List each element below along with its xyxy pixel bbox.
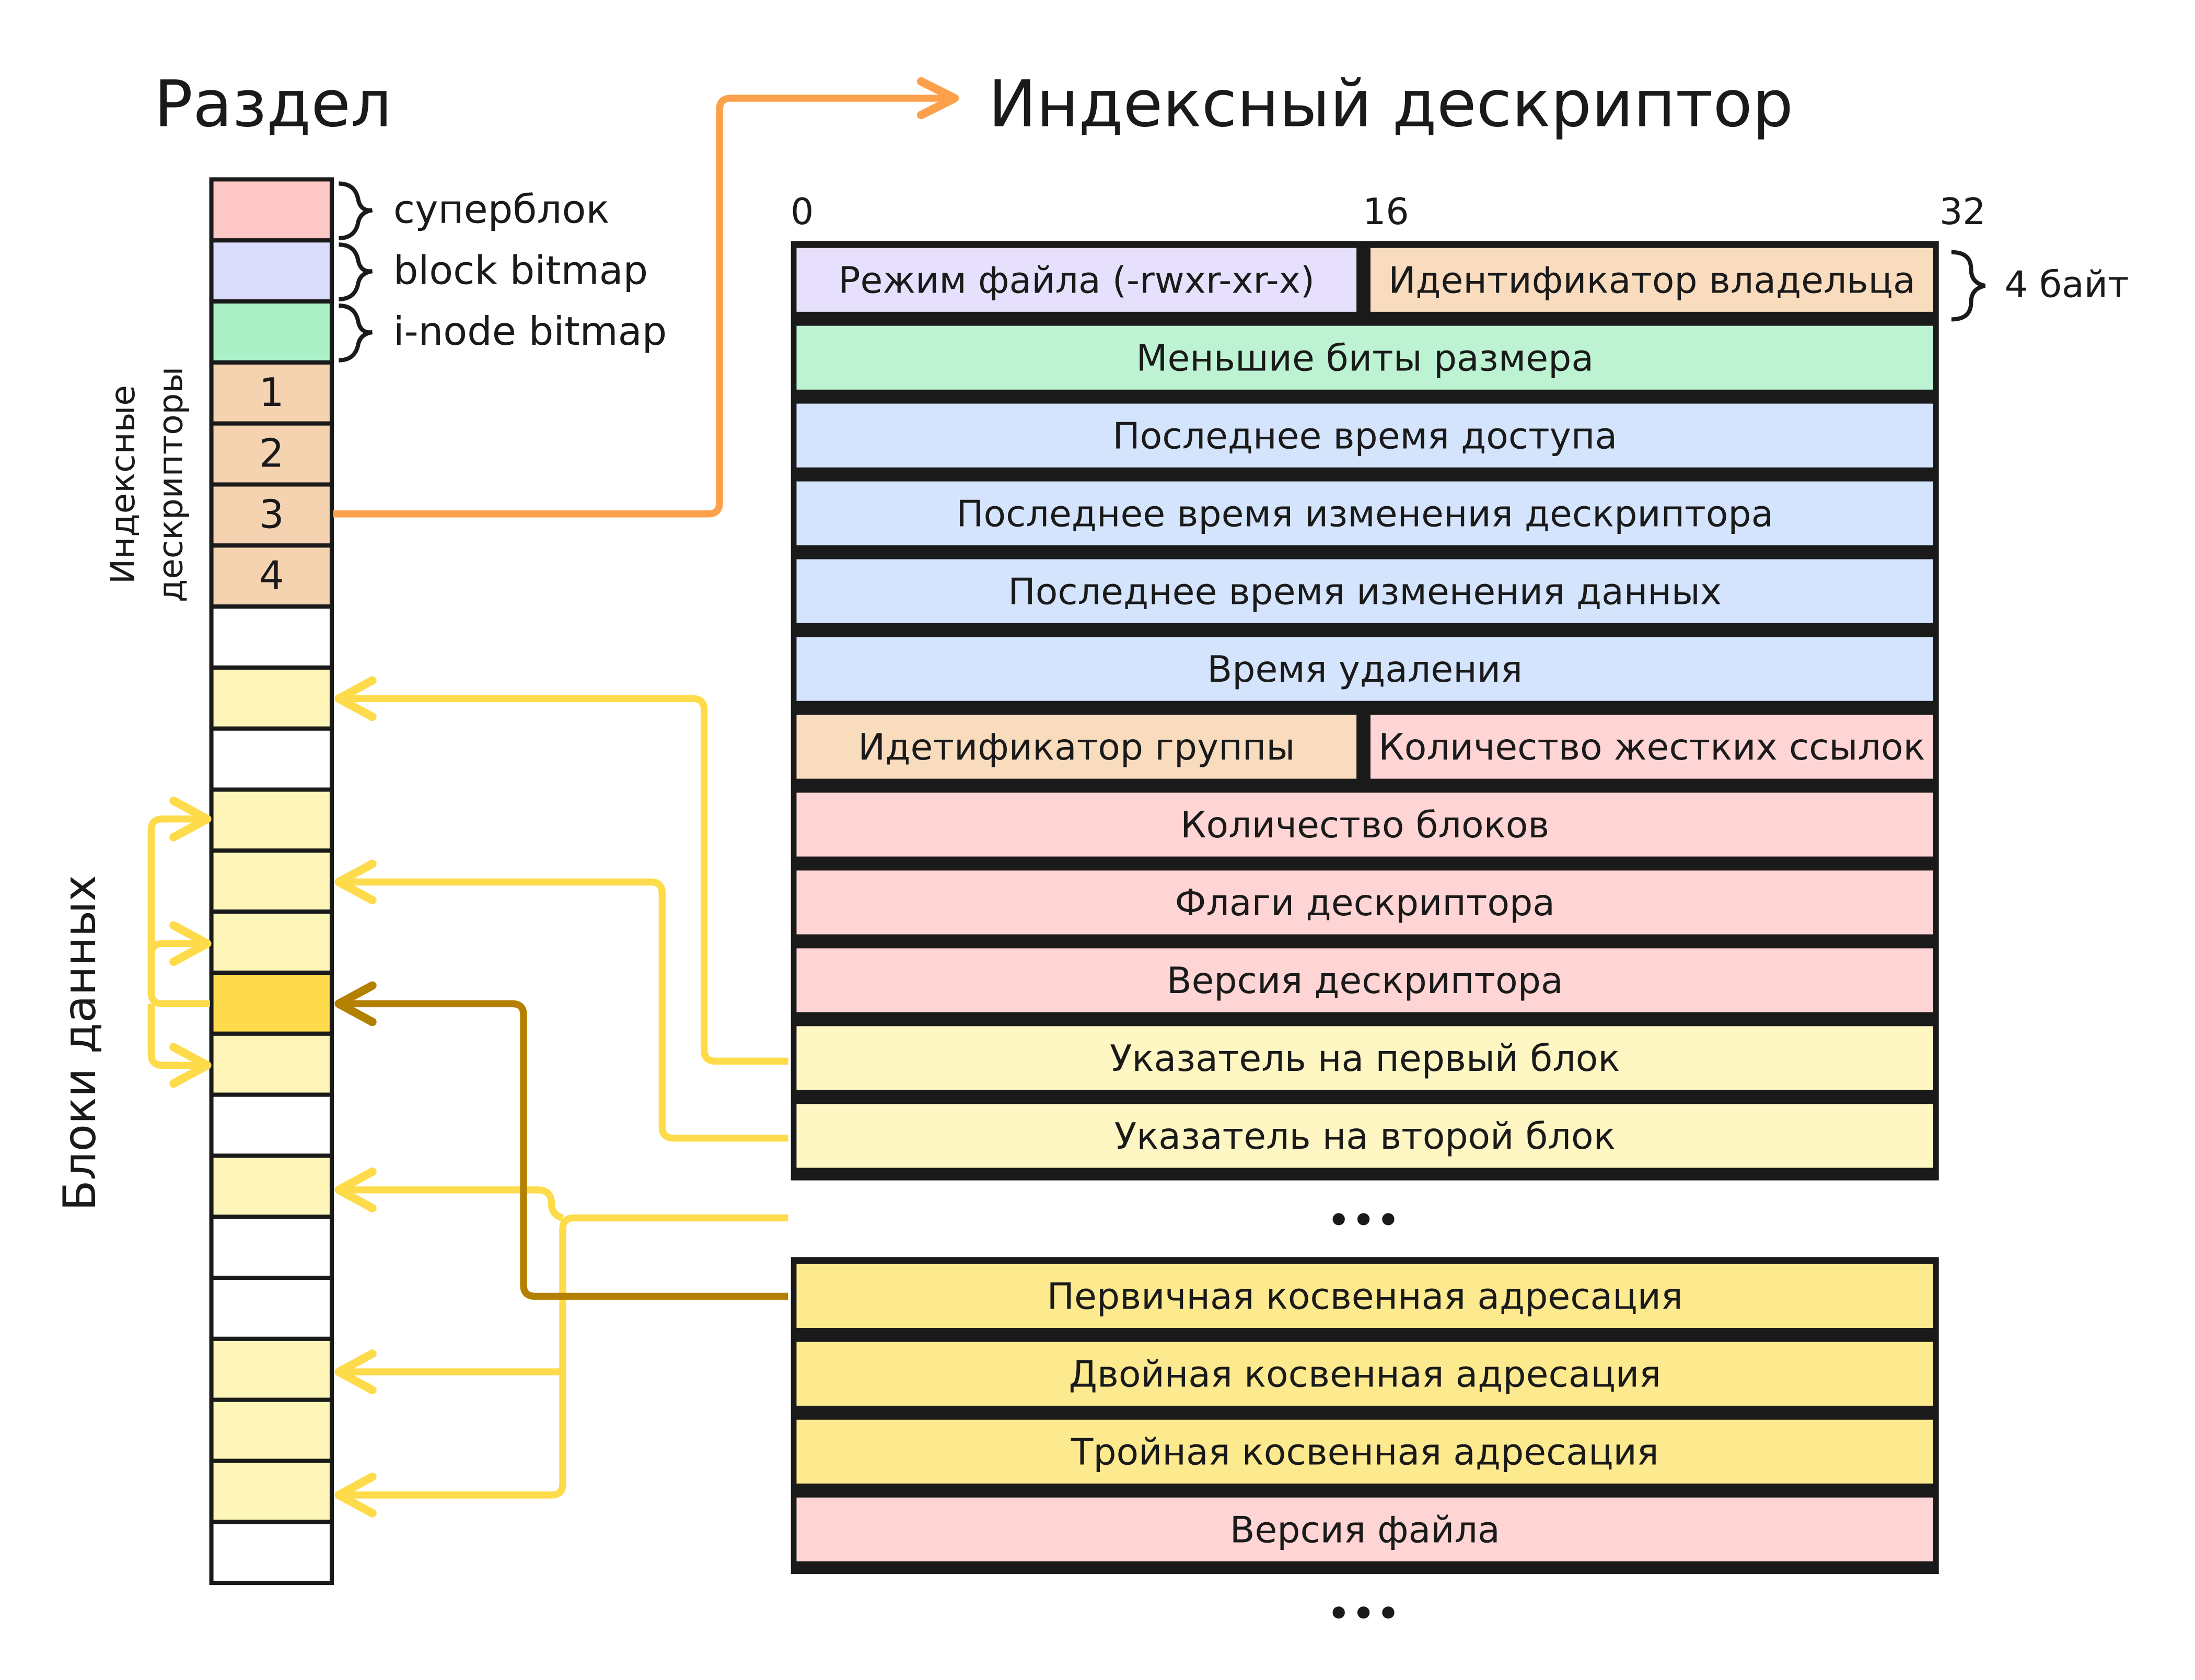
ellipsis-2: ••• — [1326, 1589, 1400, 1638]
arrowhead-icon — [334, 1349, 377, 1394]
inode-field — [796, 1497, 1933, 1561]
inode-field-label: Последнее время изменения дескриптора — [956, 493, 1773, 535]
partition-column: 1 2 3 4 — [209, 177, 334, 1585]
arrowhead-icon — [334, 1167, 377, 1212]
inode-field — [796, 481, 1933, 545]
arrowhead-icon — [334, 981, 377, 1026]
inode-field — [796, 325, 1933, 390]
partition-cell-data — [209, 665, 334, 731]
partition-cell-superblock — [209, 177, 334, 243]
inode-field-label: Тройная косвенная адресация — [1071, 1431, 1659, 1473]
inode-field — [796, 248, 1357, 312]
inode-field — [796, 792, 1933, 857]
inode-field — [796, 1264, 1933, 1328]
inode-table: Режим файла (-rwxr-xr-x) Идентификатор вл… — [791, 241, 1939, 1574]
partition-cell-data — [209, 1031, 334, 1097]
partition-cell-data — [209, 1459, 334, 1524]
arrowhead-icon — [916, 77, 959, 120]
data-blocks-label: Блоки данных — [54, 875, 106, 1211]
inode-field-label: Последнее время изменения данных — [1008, 570, 1722, 613]
inode-number: 2 — [259, 430, 284, 476]
partition-cell-block-bitmap — [209, 238, 334, 304]
arrow-indirect-block — [147, 815, 210, 1069]
arrow-inode-3 — [333, 95, 952, 518]
partition-cell-data — [209, 1397, 334, 1463]
inode-field — [796, 1104, 1933, 1168]
arrowhead-icon — [169, 921, 212, 966]
inode-field — [1370, 248, 1933, 312]
inode-number: 1 — [259, 369, 284, 415]
arrow-first-block — [339, 695, 788, 1065]
inode-field — [796, 637, 1933, 701]
inode-field-label: Версия дескриптора — [1167, 960, 1563, 1002]
inode-field-label: Идентификатор владельца — [1388, 259, 1915, 301]
pointer-arrows — [147, 77, 959, 1518]
inode-field-label: Первичная косвенная адресация — [1047, 1276, 1683, 1318]
inode-field-label: Количество блоков — [1180, 804, 1549, 846]
partition-cell-data — [209, 787, 334, 853]
inode-field — [796, 1419, 1933, 1484]
arrowhead-icon — [334, 859, 377, 905]
partition-cell-data — [209, 909, 334, 975]
arrowhead-icon — [334, 1473, 377, 1518]
inode-number: 4 — [259, 552, 284, 598]
inode-field-label: Версия файла — [1230, 1509, 1500, 1551]
arrow-primary-indirect — [339, 1000, 788, 1300]
legend-label: суперблок — [393, 186, 610, 232]
partition-cell-empty — [209, 604, 334, 670]
partition-cell-inode — [209, 543, 334, 609]
inode-field — [796, 870, 1933, 935]
partition-cell-empty — [209, 1092, 334, 1158]
partition-cell-data — [209, 848, 334, 914]
arrowhead-icon — [169, 796, 212, 842]
inode-field — [796, 403, 1933, 468]
brace-icon — [339, 242, 373, 301]
inode-field-label: Меньшие биты размера — [1136, 337, 1594, 379]
partition-cell-empty — [209, 1215, 334, 1280]
size-note: 4 байт — [2005, 263, 2129, 306]
brace-icon — [339, 304, 373, 363]
inode-field-label: Режим файла (-rwxr-xr-x) — [838, 259, 1315, 301]
inode-field-label: Время удаления — [1207, 648, 1522, 691]
inode-number: 3 — [259, 492, 284, 538]
inode-title: Индексный дескриптор — [989, 67, 1794, 142]
partition-cell-empty — [209, 1276, 334, 1341]
arrowhead-icon — [334, 676, 377, 721]
partition-cell-empty — [209, 726, 334, 792]
inode-field-label: Последнее время доступа — [1112, 415, 1617, 457]
inode-area-label: Индексные — [103, 385, 143, 584]
inode-field-label: Указатель на первый блок — [1110, 1037, 1620, 1080]
partition-cell-indirect — [209, 970, 334, 1036]
inode-field — [1370, 715, 1933, 779]
ellipsis-1: ••• — [1326, 1196, 1400, 1245]
arrowhead-icon — [169, 1043, 212, 1088]
inode-field-label: Флаги дескриптора — [1175, 882, 1555, 924]
inode-field — [796, 1341, 1933, 1406]
inode-field — [796, 715, 1357, 779]
partition-title: Раздел — [154, 67, 392, 142]
bit-label-16: 16 — [1363, 191, 1409, 233]
brace-icon — [1951, 250, 1986, 322]
inode-field-label: Двойная косвенная адресация — [1069, 1353, 1661, 1395]
arrow-second-block — [339, 878, 788, 1142]
inode-field — [796, 1026, 1933, 1090]
legend-label: i-node bitmap — [393, 308, 667, 354]
bit-label-0: 0 — [791, 191, 814, 233]
inode-field-label: Идетификатор группы — [858, 726, 1295, 768]
inode-field-label: Указатель на второй блок — [1114, 1115, 1616, 1158]
bit-label-32: 32 — [1940, 191, 1986, 233]
partition-cell-inode-bitmap — [209, 299, 334, 365]
inode-field-label: Количество жестких ссылок — [1378, 726, 1925, 768]
inode-field — [796, 559, 1933, 623]
brace-icon — [339, 181, 373, 240]
partition-legend: суперблок block bitmap i-node bitmap — [339, 181, 667, 363]
partition-cell-empty — [209, 1520, 334, 1585]
partition-cell-data — [209, 1336, 334, 1402]
partition-cell-data — [209, 1153, 334, 1219]
arrow-double-indirect — [339, 1186, 788, 1499]
inode-field — [796, 948, 1933, 1012]
inode-area-label-2: дескрипторы — [151, 367, 190, 602]
legend-label: block bitmap — [393, 247, 648, 293]
